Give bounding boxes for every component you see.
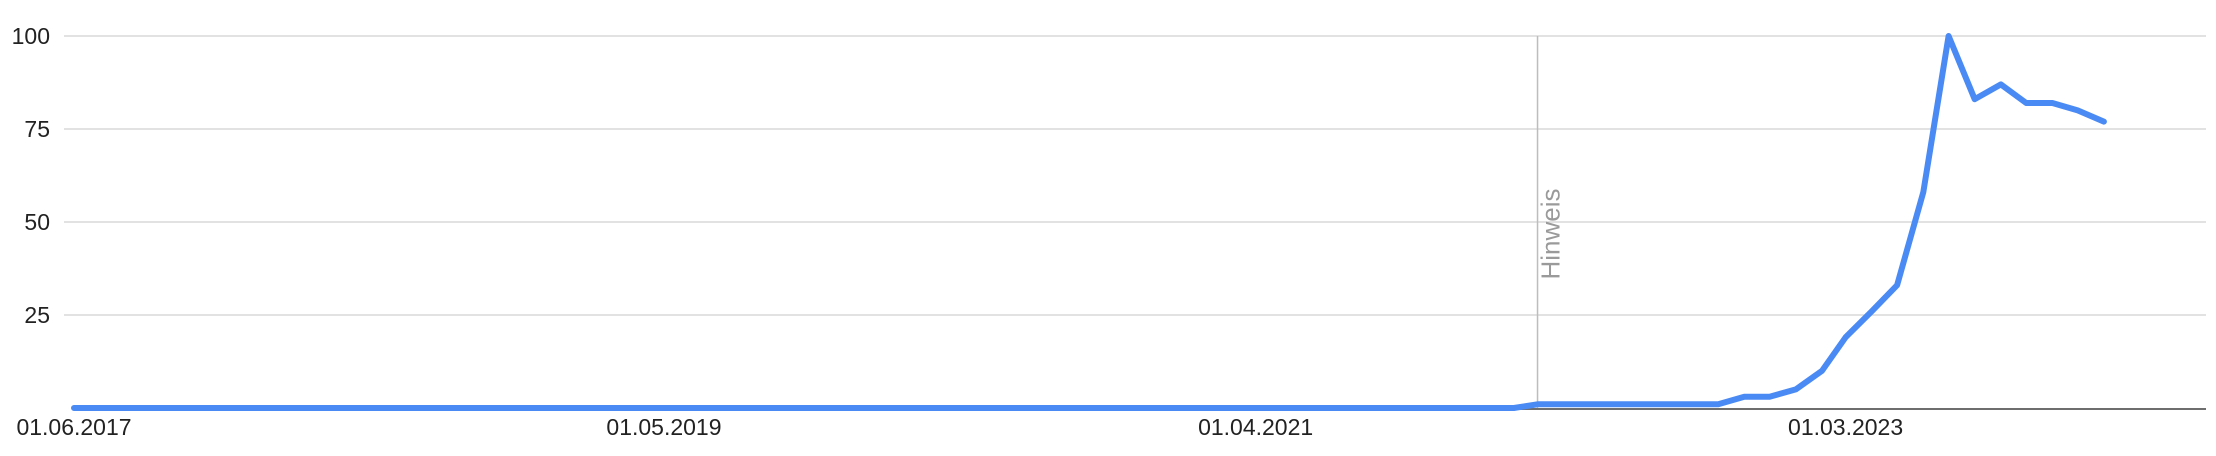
- series: [71, 33, 2107, 411]
- x-tick-label-0: 01.06.2017: [16, 414, 131, 440]
- y-tick-label-50: 50: [24, 209, 50, 235]
- annotation-label: Hinweis: [1536, 188, 1566, 279]
- gridlines: [64, 35, 2206, 316]
- series-line-0: [71, 33, 2107, 411]
- y-tick-label-25: 25: [24, 302, 50, 328]
- tick-labels: 25 50 75 100 01.06.2017 01.05.2019 01.04.2021 0…: [12, 23, 1904, 440]
- annotation: Hinweis: [1536, 36, 1566, 408]
- y-tick-label-100: 100: [12, 23, 50, 49]
- x-tick-label-3: 01.03.2023: [1788, 414, 1903, 440]
- y-tick-label-75: 75: [24, 116, 50, 142]
- x-tick-label-1: 01.05.2019: [606, 414, 721, 440]
- x-tick-label-2: 01.04.2021: [1198, 414, 1313, 440]
